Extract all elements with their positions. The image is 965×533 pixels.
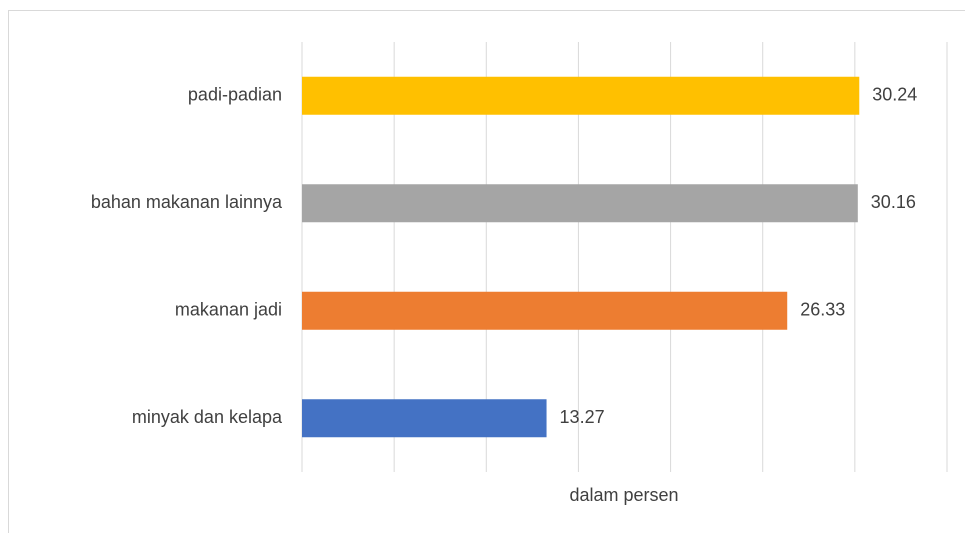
bar	[302, 184, 858, 223]
bar	[302, 291, 788, 330]
y-tick-label: padi-padian	[188, 85, 282, 105]
bar	[302, 399, 547, 438]
data-label: 30.16	[871, 192, 916, 212]
x-axis-label: dalam persen	[569, 485, 678, 505]
data-label: 30.24	[872, 85, 917, 105]
y-tick-label: makanan jadi	[175, 300, 282, 320]
y-tick-label: bahan makanan lainnya	[91, 192, 283, 212]
bar	[302, 76, 860, 115]
y-tick-label: minyak dan kelapa	[132, 407, 283, 427]
data-label: 13.27	[560, 407, 605, 427]
data-label: 26.33	[800, 300, 845, 320]
